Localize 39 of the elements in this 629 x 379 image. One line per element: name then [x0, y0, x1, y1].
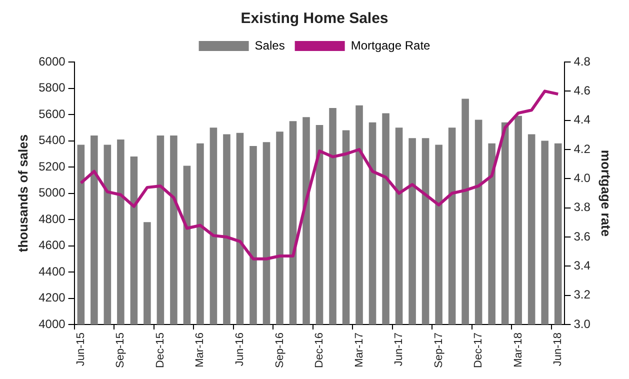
- y-tick-label: 4200: [38, 290, 66, 305]
- y2-tick-label: 4.2: [574, 142, 591, 156]
- y-tick-label: 4600: [38, 238, 66, 252]
- x-tick-label: Mar-17: [353, 332, 366, 368]
- x-tick-label: Mar-18: [512, 332, 524, 368]
- y2-tick-label: 3.0: [574, 316, 591, 331]
- y2-tick-label: 3.4: [574, 258, 591, 272]
- y2-tick-label: 3.8: [574, 200, 591, 214]
- y-tick-label: 4400: [38, 264, 66, 278]
- x-tick-label: Jun-16: [234, 332, 246, 366]
- x-tick-label: Sep-16: [274, 332, 286, 368]
- y2-tick-label: 3.2: [574, 288, 591, 302]
- legend-label: Sales: [254, 38, 285, 52]
- y2-tick-label: 4.0: [574, 170, 591, 185]
- x-tick-label: Dec-17: [472, 332, 485, 368]
- y-tick-label: 5800: [38, 80, 66, 95]
- y2-tick-label: 4.6: [574, 83, 591, 98]
- y-tick-label: 4800: [38, 212, 66, 226]
- y2-axis-title: mortgage rate: [598, 150, 614, 237]
- chart-title: Existing Home Sales: [240, 10, 388, 28]
- x-tick-label: Dec-16: [314, 332, 326, 368]
- y2-tick-label: 3.6: [574, 229, 591, 244]
- y-tick-label: 5600: [38, 106, 66, 121]
- x-tick-label: Mar-16: [194, 332, 206, 368]
- y-tick-label: 5000: [38, 186, 66, 200]
- x-tick-label: Jun-15: [74, 332, 87, 366]
- y-axis-title: thousands of sales: [15, 134, 30, 252]
- x-tick-label: Sep-15: [114, 332, 127, 368]
- x-tick-label: Jun-17: [393, 332, 406, 366]
- y-tick-label: 6000: [38, 54, 66, 68]
- y2-tick-label: 4.4: [574, 112, 591, 127]
- y-tick-label: 5200: [38, 159, 66, 174]
- x-tick-label: Dec-15: [154, 332, 166, 368]
- x-tick-label: Sep-17: [432, 332, 445, 368]
- y2-tick-label: 4.8: [574, 54, 591, 68]
- y-tick-label: 5400: [38, 133, 66, 148]
- legend-label: Mortgage Rate: [350, 38, 431, 52]
- y-tick-label: 4000: [38, 316, 66, 331]
- x-tick-label: Jun-18: [552, 332, 564, 366]
